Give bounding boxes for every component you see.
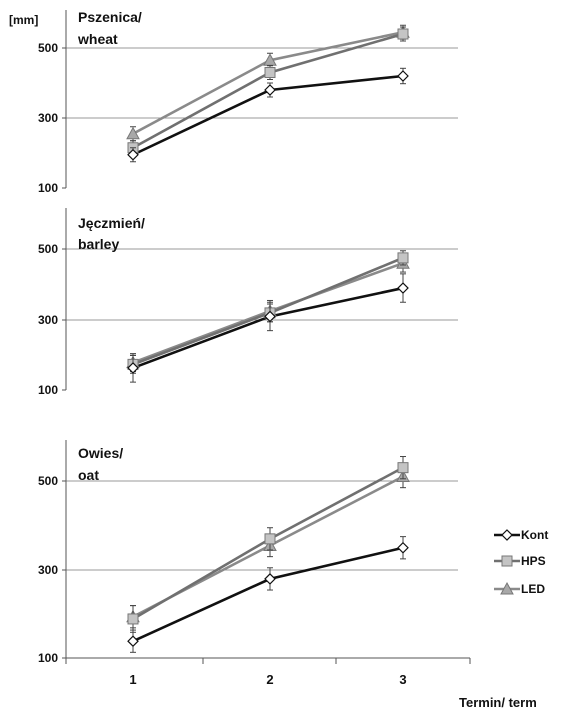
data-point-kont [127,148,139,161]
y-tick-label: 100 [38,181,58,195]
legend-marker-kont [501,529,513,541]
x-tick-label: 2 [266,672,273,687]
panel-3: 100 300 500 Owies/oat [38,440,458,665]
y-tick-label: 500 [38,41,58,55]
data-point-kont [397,541,409,554]
panel-title: barley [78,236,119,252]
data-point-kont [397,70,409,82]
data-point-kont [127,362,139,374]
legend-label-led: LED [521,582,545,596]
legend-label-hps: HPS [521,554,546,568]
data-point-hps [264,67,276,78]
legend-marker-led [500,581,514,595]
x-axis: 1 2 3 [65,657,471,687]
data-point-kont [397,282,409,294]
chart-panels: 100 300 500 Pszenica/wheat 100 300 500 Jęczmień… [38,9,458,665]
x-tick-label: 1 [129,672,136,687]
panel-title: Pszenica/ [78,9,142,25]
data-point-hps [397,252,409,264]
panel-title: wheat [77,31,118,47]
x-axis-label: Termin/ term [459,695,537,709]
panel-2: 100 300 500 Jęczmień/barley [38,208,458,397]
y-tick-label: 300 [38,111,58,125]
data-point-hps [127,613,139,625]
data-point-kont [264,310,276,323]
y-tick-label: 300 [38,313,58,327]
y-tick-label: 500 [38,474,58,488]
panel-title: Owies/ [78,445,123,461]
data-point-kont [264,573,276,585]
data-point-kont [264,84,276,96]
panel-title: oat [78,467,99,483]
y-tick-label: 300 [38,563,58,577]
data-point-hps [397,462,409,474]
data-point-hps [264,533,276,545]
data-point-kont [127,635,139,648]
legend-marker-hps [501,555,513,567]
panel-title: Jęczmień/ [78,215,145,231]
y-unit-label: [mm] [9,13,38,27]
data-point-led [126,126,140,140]
legend-label-kont: Kont [521,528,548,542]
legend: Kont HPS LED [494,528,548,596]
y-tick-label: 100 [38,651,58,665]
data-point-hps [397,28,409,40]
x-tick-label: 3 [399,672,406,687]
panel-1: 100 300 500 Pszenica/wheat [38,9,458,195]
y-tick-label: 100 [38,383,58,397]
y-tick-label: 500 [38,242,58,256]
